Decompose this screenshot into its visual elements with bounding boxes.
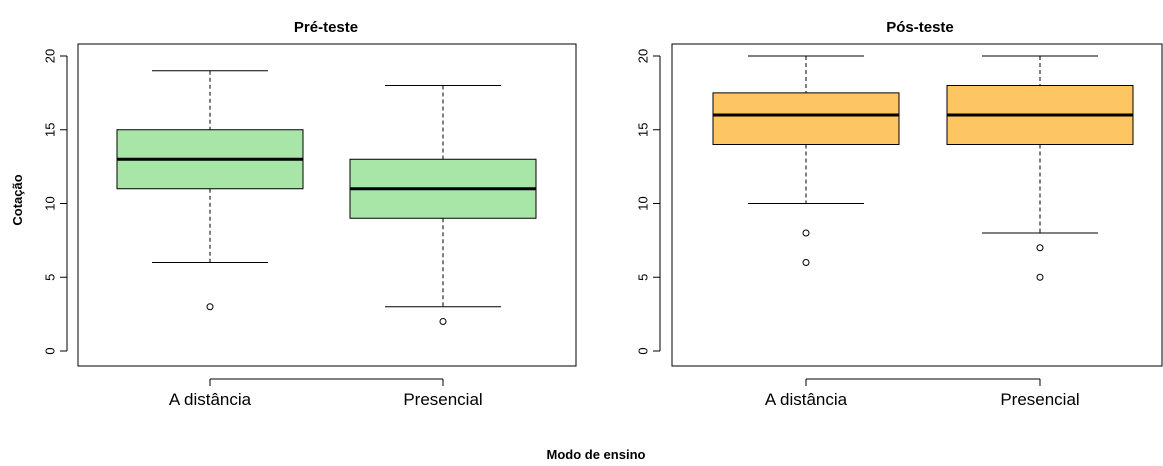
box-0 <box>712 55 900 266</box>
x-axis: A distância Presencial <box>765 378 1080 409</box>
y-tick-label: 15 <box>636 123 651 137</box>
plot-frame <box>671 43 1163 367</box>
chart-title: Pós-teste <box>886 19 954 36</box>
boxes <box>116 70 537 325</box>
chart-pos-teste: Pós-teste 0 5 10 15 20 A distância Presencial <box>636 19 1163 409</box>
y-tick-label: 10 <box>43 196 58 210</box>
box-1 <box>946 55 1134 281</box>
y-axis: 0 5 10 15 20 <box>636 49 661 355</box>
outlier-point <box>1036 244 1044 252</box>
y-tick-label: 20 <box>43 49 58 63</box>
y-tick-label: 15 <box>43 123 58 137</box>
outlier-point <box>206 303 214 311</box>
chart-pre-teste: Pré-teste 0 5 10 15 20 A distância Presencial <box>43 19 577 409</box>
box-1 <box>349 85 537 325</box>
x-tick-label: A distância <box>765 390 848 409</box>
plot-frame <box>77 43 577 367</box>
x-tick-label: A distância <box>169 390 252 409</box>
y-tick-label: 10 <box>636 196 651 210</box>
outlier-point <box>1036 273 1044 281</box>
y-tick-label: 0 <box>43 347 58 354</box>
y-axis: 0 5 10 15 20 <box>43 49 68 355</box>
x-axis-label: Modo de ensino <box>547 447 646 462</box>
iqr-box <box>712 92 900 145</box>
x-tick-label: Presencial <box>403 390 482 409</box>
outlier-point <box>802 259 810 266</box>
outlier-point <box>439 318 447 325</box>
y-axis-label: Cotação <box>10 174 25 225</box>
y-tick-label: 0 <box>636 347 651 354</box>
x-tick-label: Presencial <box>1000 390 1079 409</box>
y-tick-label: 5 <box>43 274 58 281</box>
y-tick-label: 20 <box>636 49 651 63</box>
boxes <box>712 55 1134 281</box>
y-tick-label: 5 <box>636 274 651 281</box>
x-axis: A distância Presencial <box>169 378 483 409</box>
outlier-point <box>802 229 810 237</box>
box-0 <box>116 70 304 311</box>
chart-title: Pré-teste <box>294 19 358 36</box>
